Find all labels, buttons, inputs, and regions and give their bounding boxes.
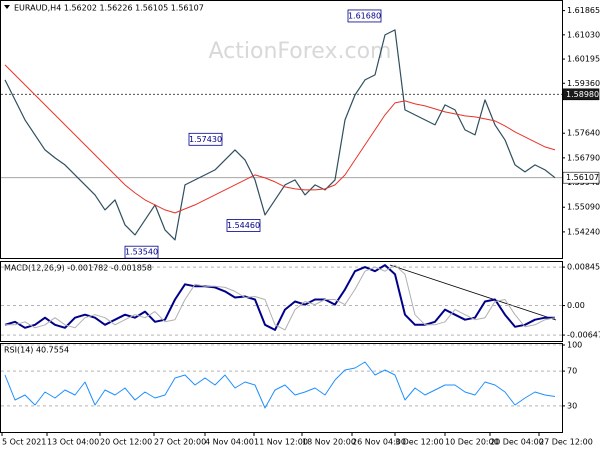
x-tick-label: 3 Dec 12:00	[395, 438, 444, 447]
y-tick-label: 1.59360	[567, 79, 600, 88]
rsi-title: RSI(14) 40.7554	[4, 346, 69, 355]
chart-title: EURAUD,H4 1.56202 1.56226 1.56105 1.5610…	[14, 4, 204, 13]
y-tick-label: 1.61030	[567, 30, 600, 39]
price-pane	[0, 0, 563, 259]
series-line	[4, 264, 555, 331]
x-tick-label: 20 Dec 04:00	[490, 438, 544, 447]
y-tick-label: 1.55090	[567, 203, 600, 212]
y-tick-label: 1.57640	[567, 129, 600, 138]
y-tick-label: 0.008452	[567, 263, 600, 272]
x-tick-label: 13 Oct 04:00	[47, 438, 99, 447]
y-tick-label: 100	[567, 341, 582, 350]
annotation-label: 1.54460	[227, 221, 260, 230]
y-tick-label: -0.006475	[567, 331, 600, 340]
y-tick-label: 1.54240	[567, 227, 600, 236]
x-tick-label: 5 Oct 2021	[2, 438, 46, 447]
y-tick-label: 30	[567, 401, 577, 410]
series-line	[4, 64, 556, 214]
series-line	[4, 29, 556, 241]
price-box	[562, 88, 600, 101]
annotation-label: 1.57430	[189, 135, 222, 144]
annotation-box	[124, 245, 159, 259]
x-tick-label: 10 Dec 20:00	[445, 438, 499, 447]
x-tick-label: 27 Oct 20:00	[154, 438, 206, 447]
x-tick-label: 4 Nov 04:00	[205, 438, 254, 447]
y-tick-label: 1.56790	[567, 153, 600, 162]
annotation-box	[226, 219, 261, 232]
annotation-label: 1.61680	[348, 11, 381, 20]
y-tick-label: 1.61865	[567, 6, 600, 15]
menu-arrow	[4, 5, 10, 9]
x-tick-label: 20 Oct 12:00	[100, 438, 152, 447]
x-tick-label: 11 Nov 12:00	[254, 438, 308, 447]
annotation-box	[347, 9, 382, 23]
y-tick-label: 0.00	[567, 301, 585, 310]
series-line	[5, 264, 556, 331]
y-tick-label: 1.60195	[567, 55, 600, 64]
macd-pane	[0, 261, 563, 342]
annotation-box	[188, 132, 223, 146]
x-tick-label: 18 Nov 20:00	[302, 438, 356, 447]
macd-title: MACD(12,26,9) -0.001782 -0.001858	[4, 264, 152, 273]
x-tick-label: 26 Nov 04:00	[352, 438, 406, 447]
x-tick-label: 27 Dec 12:00	[539, 438, 593, 447]
rsi-pane	[0, 343, 563, 433]
watermark: ActionForex.com	[209, 39, 392, 64]
price-box-label: 1.56107	[566, 173, 599, 182]
price-box	[562, 171, 600, 184]
trend-line	[389, 264, 557, 321]
annotation-label: 1.53540	[125, 248, 158, 257]
series-line	[4, 361, 556, 409]
price-box-label: 1.58980	[566, 90, 599, 99]
y-tick-label: 70	[567, 367, 577, 376]
